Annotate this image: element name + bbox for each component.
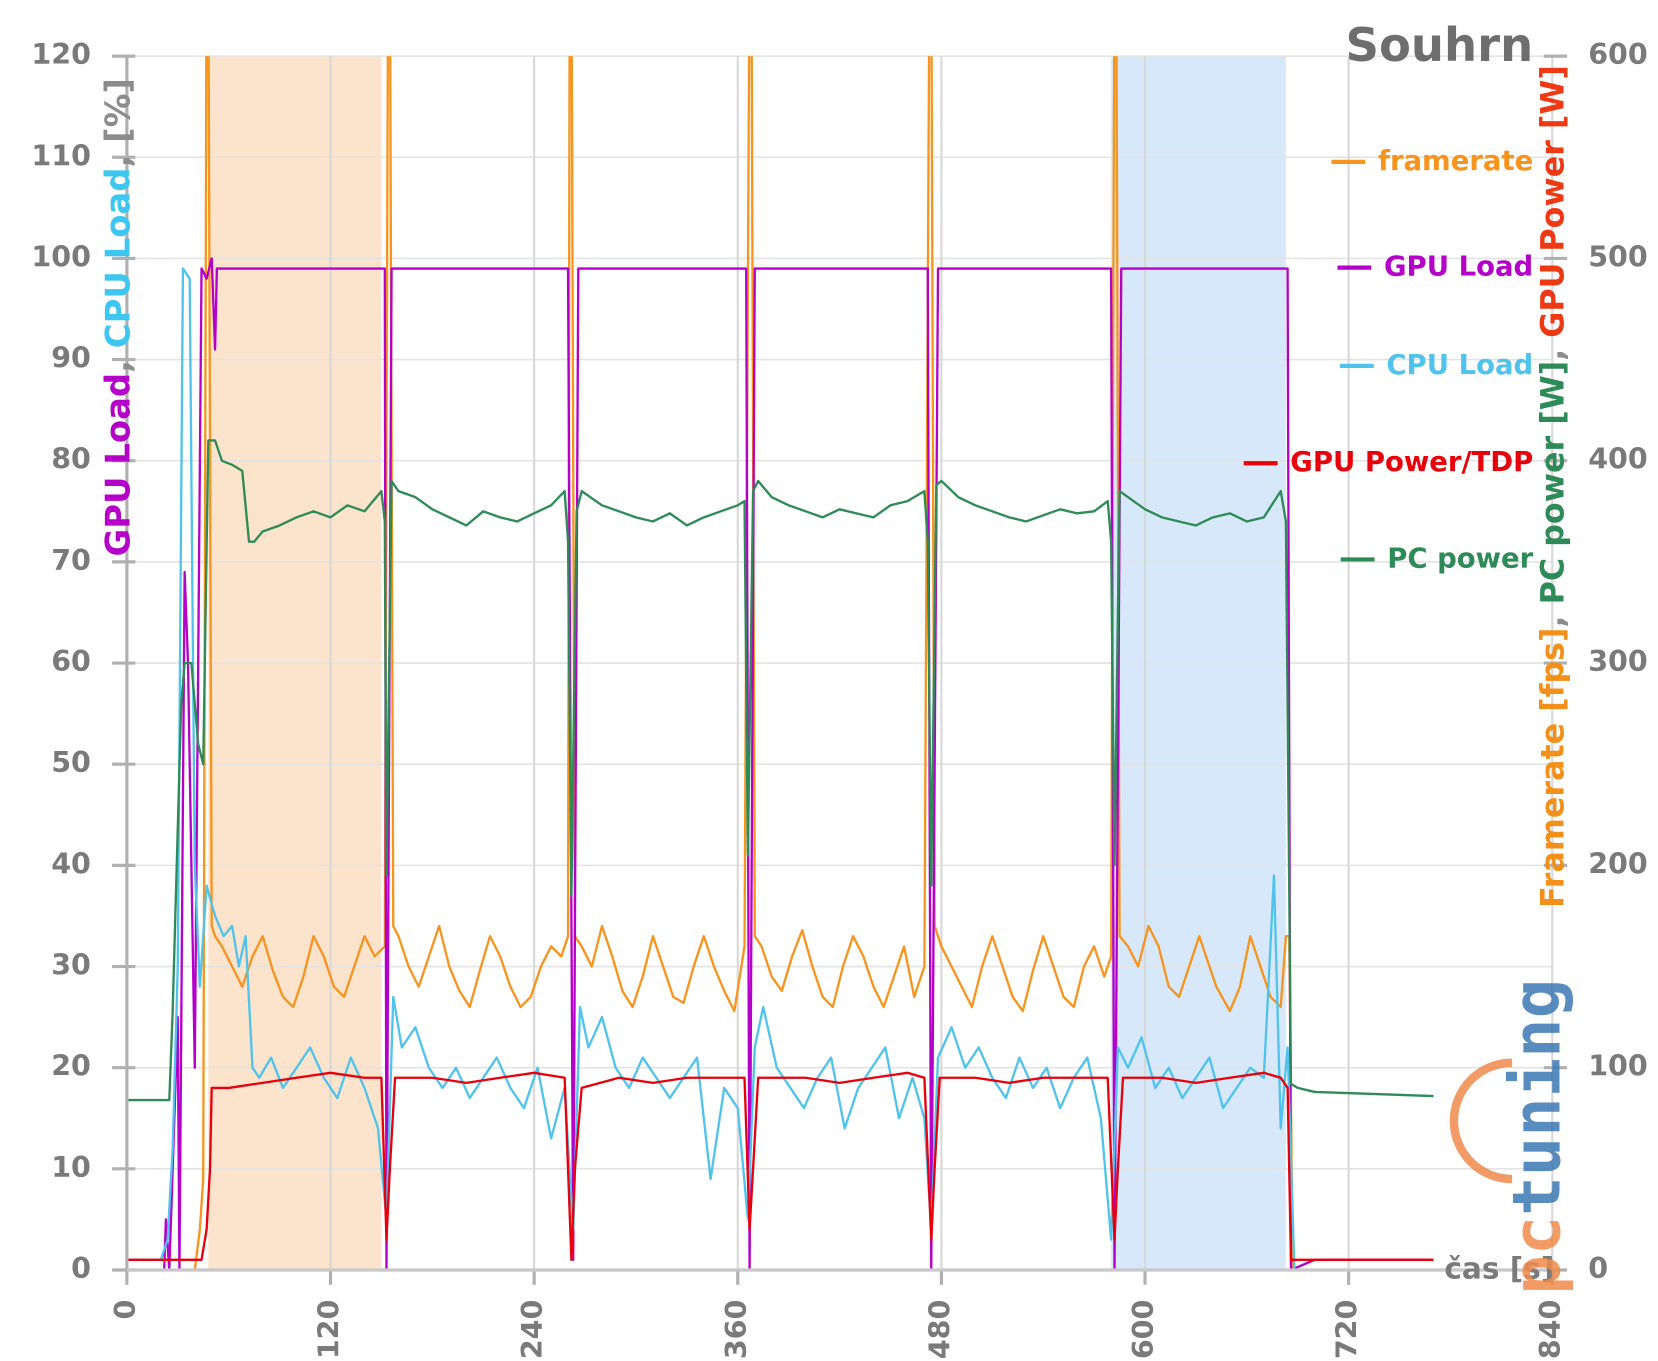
y-tick-label: 50 xyxy=(51,746,91,779)
y2-tick-label: 600 xyxy=(1588,38,1648,71)
y2-tick-label: 200 xyxy=(1588,847,1648,880)
y-tick-label: 40 xyxy=(51,847,91,880)
x-tick-label: 840 xyxy=(1534,1300,1567,1360)
series-line xyxy=(126,257,1434,1270)
y2-tick-label: 100 xyxy=(1588,1050,1648,1083)
y2-tick-label: 0 xyxy=(1588,1252,1608,1285)
y-axis-label-part: CPU Load xyxy=(98,168,137,349)
chart-title: Souhrn xyxy=(1345,18,1533,72)
y-axis-label: GPU Load, CPU Load, [%] xyxy=(98,78,137,556)
x-axis-label: čas [s] xyxy=(1444,1251,1554,1285)
y-axis-label-part: GPU Load xyxy=(98,373,137,557)
y-tick-label: 0 xyxy=(71,1252,91,1285)
logo-ring xyxy=(1449,1058,1513,1184)
y2-axis-label-part: Framerate [fps] xyxy=(1535,627,1571,907)
x-tick-label: 720 xyxy=(1331,1300,1364,1360)
x-tick-label: 240 xyxy=(516,1300,549,1360)
lines xyxy=(126,56,1434,1270)
y2-tick-label: 500 xyxy=(1588,240,1648,273)
y-tick-label: 10 xyxy=(51,1151,91,1184)
grid xyxy=(125,55,1554,1271)
y-axis-label-part: , xyxy=(98,348,137,373)
logo-part: tuning xyxy=(1500,979,1576,1216)
y2-axis-label-part: PC power [W] xyxy=(1535,361,1571,605)
y-tick-label: 100 xyxy=(31,240,91,273)
y-tick-label: 80 xyxy=(51,443,91,476)
logo-part: pc xyxy=(1500,1216,1576,1295)
legend-label: GPU Power/TDP xyxy=(1290,446,1533,478)
y-tick-label: 110 xyxy=(31,139,91,172)
y2-tick-label: 300 xyxy=(1588,645,1648,678)
y-tick-label: 70 xyxy=(51,544,91,577)
x-tick-label: 360 xyxy=(720,1300,753,1360)
y-tick-label: 20 xyxy=(51,1050,91,1083)
logo: pctuning xyxy=(1500,979,1576,1295)
y2-axis-label-part: , xyxy=(1535,338,1571,361)
y2-axis-label-part: , xyxy=(1535,604,1571,627)
x-tick-label: 480 xyxy=(923,1300,956,1360)
legend-label: PC power xyxy=(1387,542,1533,574)
legend-label: framerate xyxy=(1378,145,1533,177)
y-tick-label: 120 xyxy=(31,38,91,71)
series-line xyxy=(126,1071,1434,1262)
series-line xyxy=(126,439,1434,1102)
y-axis-label-part: , [%] xyxy=(98,78,137,167)
y2-tick-label: 400 xyxy=(1588,443,1648,476)
y-tick-label: 90 xyxy=(51,342,91,375)
x-tick-label: 600 xyxy=(1127,1300,1160,1360)
y2-axis-label-part: GPU Power [W] xyxy=(1535,65,1571,338)
x-tick-label: 120 xyxy=(313,1300,346,1360)
axes: 0 10 20 30 40 50 60 70 80 90 100 110 120 0 100 200 300 40… xyxy=(31,38,1647,1359)
y-tick-label: 60 xyxy=(51,645,91,678)
y2-axis-label: Framerate [fps], PC power [W], GPU Power… xyxy=(1535,65,1571,908)
legend-label: CPU Load xyxy=(1386,349,1533,381)
legend-label: GPU Load xyxy=(1384,251,1533,283)
series-line xyxy=(126,56,1434,1270)
x-tick-label: 0 xyxy=(109,1300,142,1320)
y-tick-label: 30 xyxy=(51,949,91,982)
